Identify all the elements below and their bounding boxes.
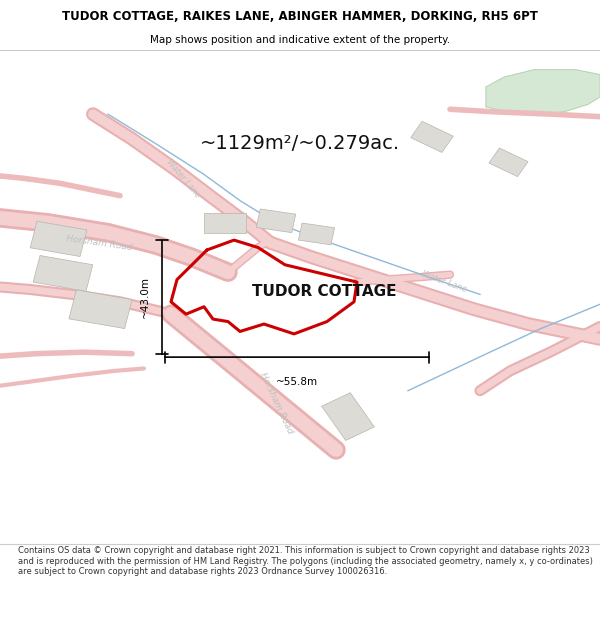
Text: ~1129m²/~0.279ac.: ~1129m²/~0.279ac.: [200, 134, 400, 153]
Polygon shape: [33, 256, 93, 291]
Polygon shape: [256, 209, 296, 232]
Text: Horsham Road: Horsham Road: [65, 234, 133, 253]
Text: Horsham Road: Horsham Road: [258, 371, 294, 435]
Text: Water Lane: Water Lane: [164, 158, 202, 199]
Text: ~43.0m: ~43.0m: [140, 276, 150, 318]
Polygon shape: [486, 70, 600, 114]
Text: ~55.8m: ~55.8m: [276, 377, 318, 387]
Polygon shape: [489, 148, 528, 177]
Polygon shape: [30, 221, 87, 256]
Polygon shape: [411, 121, 453, 152]
Text: Water Lane: Water Lane: [420, 270, 468, 294]
Text: Map shows position and indicative extent of the property.: Map shows position and indicative extent…: [150, 35, 450, 45]
Polygon shape: [69, 290, 132, 329]
Text: TUDOR COTTAGE: TUDOR COTTAGE: [252, 284, 396, 299]
Text: TUDOR COTTAGE, RAIKES LANE, ABINGER HAMMER, DORKING, RH5 6PT: TUDOR COTTAGE, RAIKES LANE, ABINGER HAMM…: [62, 10, 538, 23]
Polygon shape: [204, 213, 246, 232]
Polygon shape: [298, 223, 335, 245]
Polygon shape: [322, 392, 374, 441]
Text: Contains OS data © Crown copyright and database right 2021. This information is : Contains OS data © Crown copyright and d…: [18, 546, 593, 576]
